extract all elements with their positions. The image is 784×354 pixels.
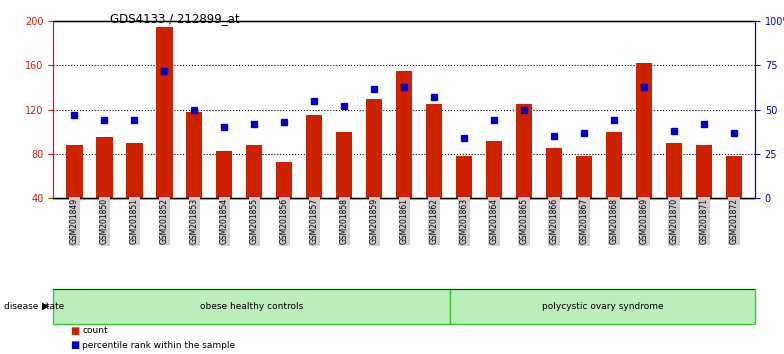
Text: count: count (82, 326, 108, 336)
Bar (666, 143, 682, 198)
Text: GSM201872: GSM201872 (729, 198, 739, 244)
Bar (450, 289, 755, 324)
Text: GSM201861: GSM201861 (400, 198, 408, 244)
Bar (575, 156, 593, 198)
Text: disease state: disease state (4, 302, 64, 311)
Text: GSM201867: GSM201867 (579, 198, 589, 244)
Bar (456, 156, 473, 198)
Bar (126, 143, 143, 198)
Bar (66, 145, 82, 198)
Text: ▶: ▶ (42, 301, 49, 311)
Bar (486, 141, 503, 198)
Bar (336, 132, 353, 198)
Bar (426, 104, 442, 198)
Text: GSM201862: GSM201862 (430, 198, 438, 244)
Text: GSM201849: GSM201849 (70, 198, 79, 244)
Bar (156, 27, 172, 198)
Text: GDS4133 / 212899_at: GDS4133 / 212899_at (110, 12, 239, 25)
Bar (606, 132, 622, 198)
Text: GSM201853: GSM201853 (190, 198, 199, 244)
Text: GSM201866: GSM201866 (550, 198, 558, 244)
Bar (516, 104, 532, 198)
Bar (695, 145, 712, 198)
Bar (53, 289, 450, 324)
Text: GSM201863: GSM201863 (459, 198, 469, 244)
Text: GSM201857: GSM201857 (310, 198, 318, 244)
Text: GSM201869: GSM201869 (640, 198, 648, 244)
Text: GSM201851: GSM201851 (130, 198, 139, 244)
Bar (186, 112, 202, 198)
Bar (366, 99, 383, 198)
Bar (216, 151, 233, 198)
Text: GSM201871: GSM201871 (699, 198, 709, 244)
Text: GSM201865: GSM201865 (520, 198, 528, 244)
Text: GSM201854: GSM201854 (220, 198, 229, 244)
Bar (96, 137, 113, 198)
Text: GSM201864: GSM201864 (490, 198, 499, 244)
Text: GSM201868: GSM201868 (609, 198, 619, 244)
Text: GSM201870: GSM201870 (670, 198, 678, 244)
Bar (726, 156, 742, 198)
Text: GSM201852: GSM201852 (160, 198, 169, 244)
Text: ■: ■ (71, 340, 80, 350)
Text: percentile rank within the sample: percentile rank within the sample (82, 341, 235, 350)
Text: polycystic ovary syndrome: polycystic ovary syndrome (542, 302, 663, 311)
Bar (636, 63, 652, 198)
Text: GSM201850: GSM201850 (100, 198, 109, 244)
Bar (546, 148, 562, 198)
Bar (306, 115, 322, 198)
Text: obese healthy controls: obese healthy controls (200, 302, 303, 311)
Bar (396, 71, 412, 198)
Text: GSM201856: GSM201856 (280, 198, 289, 244)
Text: GSM201855: GSM201855 (250, 198, 259, 244)
Text: GSM201859: GSM201859 (370, 198, 379, 244)
Bar (276, 162, 292, 198)
Bar (246, 145, 263, 198)
Text: GSM201858: GSM201858 (339, 198, 349, 244)
Text: ■: ■ (71, 326, 80, 336)
